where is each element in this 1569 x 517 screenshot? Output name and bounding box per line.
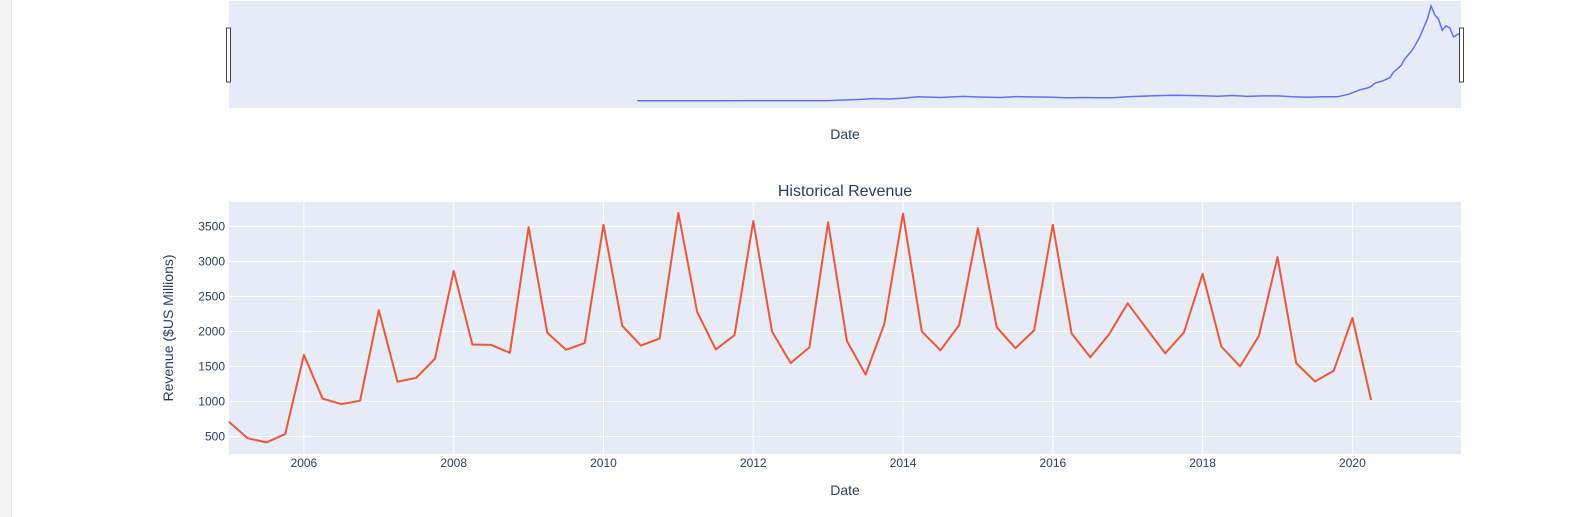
- x-axis-ticks: 2006 2008 2010 2012 2014 2016 2018 2020: [291, 456, 1367, 470]
- x-tick-label: 2016: [1039, 456, 1066, 470]
- chart-title: Historical Revenue: [778, 183, 912, 200]
- y-axis-ticks: 500 1000 1500 2000 2500 3000 3500: [198, 220, 225, 444]
- range-slider-trace: [637, 3, 1462, 102]
- range-slider-background[interactable]: [229, 1, 1461, 108]
- y-tick-label: 1500: [198, 360, 225, 374]
- y-tick-label: 2500: [198, 290, 225, 304]
- revenue-trace: [228, 212, 1373, 444]
- y-axis-title: Revenue ($US Millions): [160, 254, 176, 401]
- x-tick-label: 2020: [1339, 456, 1366, 470]
- range-slider-right-handle[interactable]: [1459, 27, 1464, 83]
- y-tick-label: 3500: [198, 220, 225, 234]
- grid-lines: [229, 202, 1461, 454]
- y-tick-label: 2000: [198, 325, 225, 339]
- y-tick-label: 3000: [198, 255, 225, 269]
- range-slider-line: [637, 3, 1462, 102]
- x-axis-title: Date: [830, 482, 860, 498]
- range-slider-left-handle[interactable]: [226, 27, 231, 83]
- y-tick-label: 1000: [198, 395, 225, 409]
- revenue-line: [228, 212, 1373, 444]
- range-slider[interactable]: [226, 1, 1464, 108]
- x-tick-label: 2006: [291, 456, 318, 470]
- x-tick-label: 2010: [590, 456, 617, 470]
- left-gutter: [0, 0, 12, 517]
- range-slider-x-axis-title: Date: [830, 126, 860, 142]
- x-tick-label: 2018: [1189, 456, 1216, 470]
- y-tick-label: 500: [205, 430, 225, 444]
- x-tick-label: 2008: [440, 456, 467, 470]
- x-tick-label: 2012: [740, 456, 767, 470]
- x-tick-label: 2014: [890, 456, 917, 470]
